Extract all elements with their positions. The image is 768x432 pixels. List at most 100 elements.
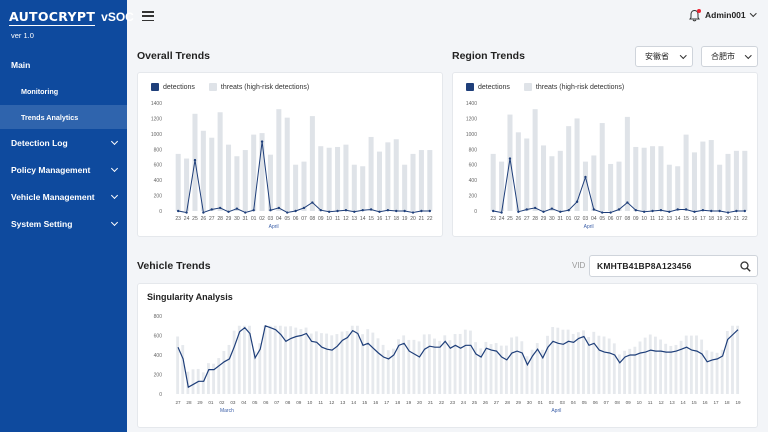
vid-search-input[interactable]: KMHTB41BP8A123456 [589,255,758,277]
activity-bar [356,325,359,394]
activity-bar [700,339,704,394]
threat-bar [368,136,374,211]
activity-bar [309,333,313,394]
activity-bar [705,350,709,394]
activity-bar [299,329,303,394]
sidebar-group-label: Policy Management [11,165,91,175]
activity-bar [715,352,719,394]
threat-bar [557,150,563,211]
detection-point [701,209,705,212]
vid-value: KMHTB41BP8A123456 [597,261,692,271]
detection-point [542,210,545,213]
x-tick-label: 07 [301,216,307,222]
city-select[interactable]: 合肥市 [701,46,758,67]
x-tick-label: 11 [648,400,653,405]
legend-detections[interactable]: detections [151,83,195,91]
activity-bar [207,363,210,394]
activity-bar [474,342,478,394]
sidebar-group-system-setting[interactable]: System Setting [0,214,127,234]
y-tick-label: 800 [154,147,163,153]
threat-bar [574,118,580,211]
search-icon[interactable] [740,260,751,272]
detection-point [193,158,197,162]
x-tick-label: 13 [340,400,346,405]
legend-threats[interactable]: threats (high-risk detections) [523,83,624,91]
activity-bar [463,329,467,394]
activity-bar [607,338,611,394]
detection-point [626,201,629,204]
threat-bar [717,164,723,211]
x-tick-label: 06 [593,400,599,405]
x-tick-label: 26 [201,216,207,222]
logo[interactable]: AUTOCRYPT vSOC ver 1.0 [9,9,134,40]
y-tick-label: 1000 [151,132,162,138]
threat-bar [309,116,315,211]
detection-point [575,200,579,203]
city-value: 合肥市 [711,52,735,61]
x-tick-label: 23 [450,400,456,405]
legend-swatch [151,83,159,91]
threat-bar [217,112,223,211]
x-tick-label: 10 [307,400,313,405]
threat-bar [276,109,282,211]
threat-bar [318,146,324,211]
detection-point [491,209,495,213]
threat-bar [616,161,622,211]
y-tick-label: 600 [154,334,163,340]
activity-bar [736,325,740,394]
sidebar-group-policy-management[interactable]: Policy Management [0,160,127,180]
x-tick-label: 22 [427,216,433,222]
singularity-line [177,325,739,389]
y-tick-label: 800 [469,147,478,153]
x-tick-label: 21 [734,216,740,222]
x-tick-label: 17 [384,400,390,405]
x-tick-label: 28 [186,400,192,405]
detection-point [517,210,520,213]
activity-bar [505,345,508,394]
legend-threats[interactable]: threats (high-risk detections) [208,83,309,91]
sidebar-item-trends-analytics[interactable]: Trends Analytics [0,105,127,129]
threat-bar [633,146,639,211]
activity-bar [448,340,452,394]
threat-bar [351,164,357,211]
activity-bar [654,336,657,394]
sidebar-group-detection-log[interactable]: Detection Log [0,133,127,153]
legend-detections[interactable]: detections [466,83,510,91]
threat-bar [683,134,689,211]
x-group-label: April [584,224,594,230]
x-tick-label: 16 [377,216,383,222]
threat-bar [376,151,382,211]
user-menu[interactable]: Admin001 [705,10,757,20]
activity-bar [618,354,621,394]
bell-icon[interactable] [689,9,700,22]
legend-label: detections [478,83,510,91]
x-tick-label: 11 [318,400,323,405]
x-tick-label: 16 [373,400,379,405]
activity-bar [176,336,180,394]
x-tick-label: 08 [285,400,291,405]
x-tick-label: 26 [516,216,522,222]
y-tick-label: 1200 [151,116,162,122]
x-tick-label: 31 [558,216,564,222]
activity-bar [325,333,329,394]
activity-bar [427,334,431,394]
x-tick-label: 21 [428,400,434,405]
activity-bar [222,351,226,394]
singularity-analysis-card: Singularity Analysis 0 200 400 600 800 27 28 29… [137,283,758,428]
x-tick-label: 25 [192,216,198,222]
menu-icon[interactable] [142,11,154,21]
sidebar-group-label: System Setting [11,219,73,229]
activity-bar [612,343,616,394]
threat-bar [410,153,416,211]
activity-bar [330,335,334,394]
sidebar-group-vehicle-management[interactable]: Vehicle Management [0,187,127,207]
chevron-down-icon [679,51,686,59]
x-tick-label: 10 [637,400,643,405]
x-tick-label: 29 [226,216,232,222]
detection-point [185,211,188,214]
y-tick-label: 400 [154,178,163,184]
x-tick-label: 20 [417,400,423,405]
y-tick-label: 1200 [466,116,477,122]
sidebar-item-monitoring[interactable]: Monitoring [0,79,127,103]
province-select[interactable]: 安徽省 [635,46,693,67]
